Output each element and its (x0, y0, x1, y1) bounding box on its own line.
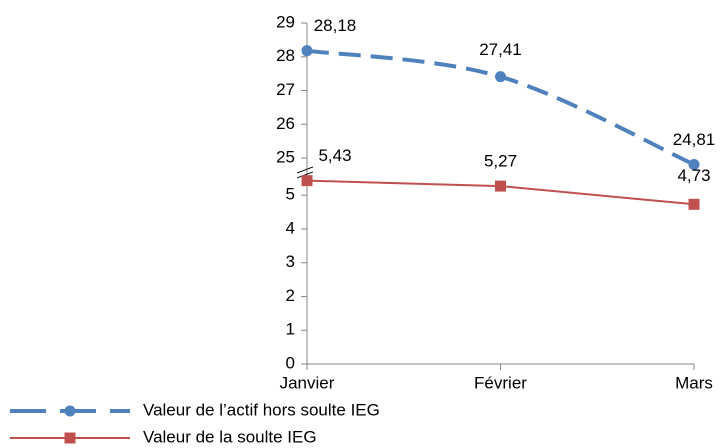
y-tick-label: 27 (276, 80, 295, 99)
axis-break (296, 171, 314, 179)
line-series (306, 48, 695, 167)
legend-marker (64, 405, 76, 417)
y-tick-label: 26 (276, 114, 295, 133)
axis-break (296, 166, 314, 174)
y-tick-label: 3 (286, 252, 295, 271)
marker (688, 158, 700, 170)
marker (301, 175, 313, 187)
data-label: 5,27 (484, 152, 517, 171)
marker (495, 180, 506, 192)
y-tick-label: 4 (286, 218, 295, 237)
x-tick-label: Février (474, 373, 527, 392)
data-label: 24,81 (673, 130, 716, 149)
y-tick-label: 2 (286, 286, 295, 305)
x-tick-label: Mars (675, 373, 713, 392)
data-label: 28,18 (314, 16, 357, 35)
y-tick-label: 25 (276, 148, 295, 167)
y-tick-label: 5 (286, 185, 295, 204)
legend-marker (64, 432, 76, 444)
y-tick-label: 29 (276, 12, 295, 31)
y-tick-label: 1 (286, 320, 295, 339)
marker (495, 71, 506, 83)
legend-label: Valeur de l’actif hors soulte IEG (143, 400, 380, 419)
y-tick-label: 0 (286, 353, 295, 372)
marker (301, 45, 313, 57)
data-label: 27,41 (479, 40, 522, 59)
data-label: 5,43 (318, 146, 351, 165)
legend-label: Valeur de la soulte IEG (143, 427, 317, 446)
x-tick-label: Janvier (280, 373, 335, 392)
data-label: 4,73 (677, 166, 710, 185)
y-tick-label: 28 (276, 46, 295, 65)
marker (688, 198, 700, 210)
